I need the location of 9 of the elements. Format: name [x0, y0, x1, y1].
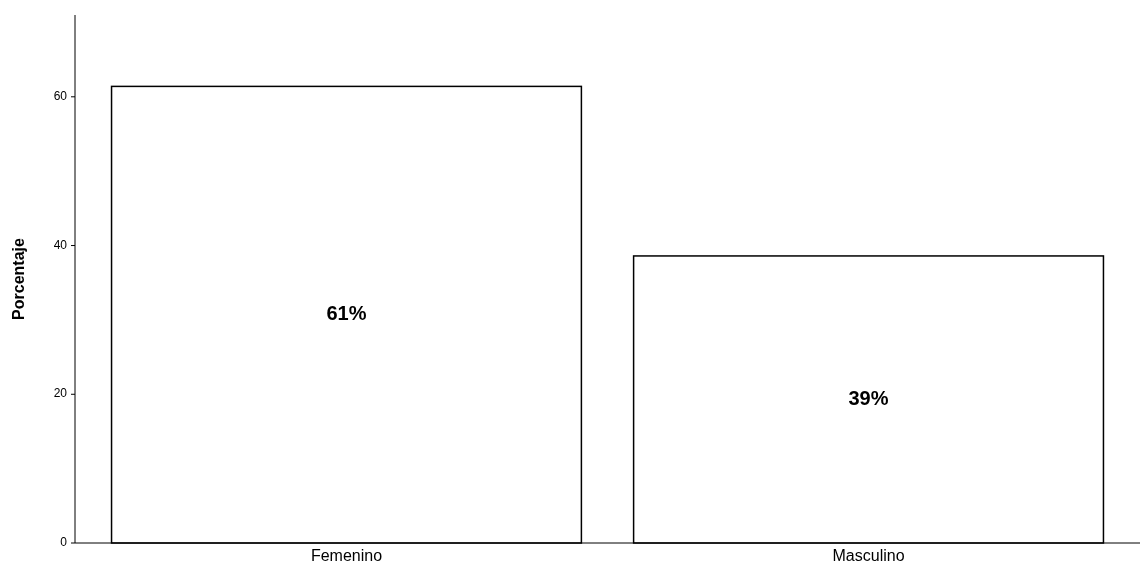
y-tick-label: 60 [53, 88, 68, 103]
y-tick-label: 0 [60, 535, 68, 550]
y-axis-title: Porcentaje [10, 237, 27, 320]
data-label: 61% [326, 301, 367, 324]
y-tick-label: 40 [53, 237, 68, 252]
y-tick-label: 20 [53, 386, 68, 401]
x-tick-label: Femenino [310, 547, 383, 564]
data-label: 39% [848, 386, 889, 409]
x-tick-label: Masculino [832, 547, 905, 564]
